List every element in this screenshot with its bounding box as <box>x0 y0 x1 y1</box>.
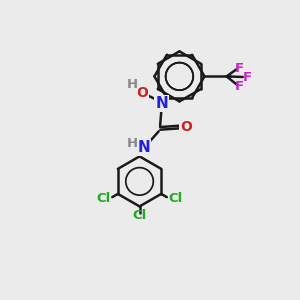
Text: Cl: Cl <box>169 192 183 205</box>
Text: N: N <box>138 140 150 155</box>
Text: O: O <box>180 120 192 134</box>
Text: F: F <box>235 80 244 93</box>
Text: O: O <box>136 86 148 100</box>
Text: H: H <box>127 78 138 91</box>
Text: F: F <box>235 61 244 75</box>
Text: H: H <box>127 136 138 150</box>
Text: F: F <box>243 71 252 84</box>
Text: Cl: Cl <box>132 209 147 222</box>
Text: N: N <box>155 96 168 111</box>
Text: Cl: Cl <box>96 192 110 205</box>
